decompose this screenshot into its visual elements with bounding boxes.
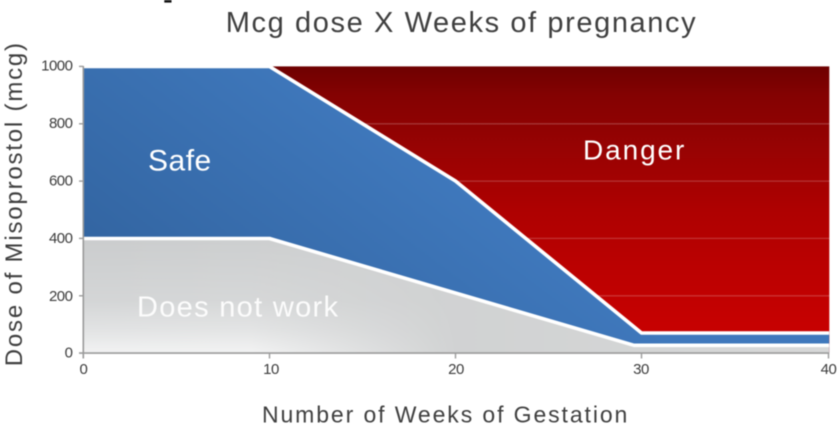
svg-text:20: 20 [448, 361, 464, 378]
svg-text:600: 600 [49, 173, 73, 190]
svg-text:Dose of Misoprostol (mcg): Dose of Misoprostol (mcg) [1, 41, 28, 366]
svg-text:Number of Weeks of Gestation: Number of Weeks of Gestation [262, 401, 629, 427]
svg-text:10: 10 [263, 361, 279, 378]
svg-text:Danger: Danger [583, 134, 686, 165]
svg-text:Does not work: Does not work [137, 292, 339, 324]
svg-text:400: 400 [49, 230, 73, 247]
svg-text:0: 0 [65, 345, 73, 362]
svg-text:800: 800 [49, 115, 73, 132]
svg-text:30: 30 [633, 361, 649, 378]
svg-text:Safe: Safe [148, 145, 212, 178]
svg-text:200: 200 [49, 288, 73, 305]
svg-text:Mcg dose X Weeks of pregnancy: Mcg dose X Weeks of pregnancy [226, 7, 697, 39]
svg-text:40: 40 [821, 361, 837, 378]
svg-text:0: 0 [79, 361, 87, 378]
svg-text:1000: 1000 [41, 57, 73, 74]
